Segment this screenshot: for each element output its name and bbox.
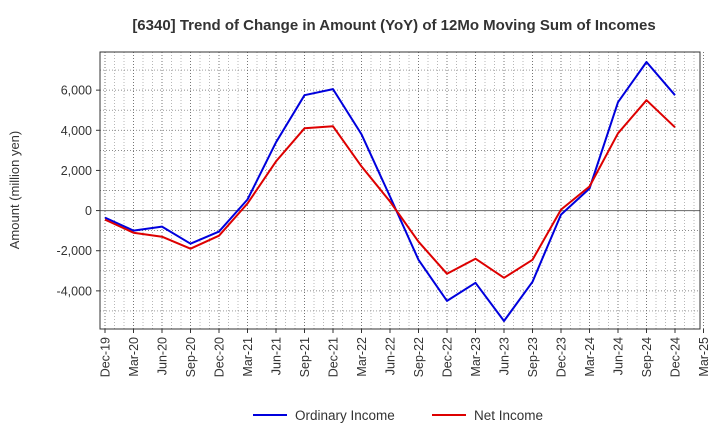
y-tick-label: 0 [85, 204, 92, 218]
x-tick-label: Dec-21 [327, 337, 341, 377]
x-tick-label: Dec-22 [441, 337, 455, 377]
legend-label: Net Income [474, 408, 543, 423]
y-tick-label: 2,000 [61, 164, 92, 178]
legend-label: Ordinary Income [295, 408, 395, 423]
x-tick-label: Mar-25 [697, 337, 711, 377]
series-line-ordinary-income [104, 61, 676, 322]
y-tick-label: 6,000 [61, 84, 92, 98]
x-tick-label: Jun-20 [156, 337, 170, 375]
x-tick-label: Jun-21 [270, 337, 284, 375]
plot-frame [99, 51, 701, 330]
y-axis-label: Amount (million yen) [7, 131, 22, 250]
x-tick-label: Dec-24 [669, 337, 683, 377]
x-tick-label: Sep-20 [184, 337, 198, 377]
x-tick-label: Jun-22 [384, 337, 398, 375]
x-tick-label: Jun-24 [612, 337, 626, 375]
x-tick-label: Mar-24 [583, 337, 597, 377]
x-axis-ticks: Dec-19 Mar-20 Jun-20 Sep-20 Dec-20 Mar-21 Jun-… [99, 329, 711, 377]
series-lines [104, 61, 676, 322]
x-tick-label: Mar-23 [469, 337, 483, 377]
x-tick-label: Mar-20 [127, 337, 141, 377]
y-tick-label: 4,000 [61, 124, 92, 138]
x-tick-label: Sep-21 [298, 337, 312, 377]
x-tick-label: Dec-20 [213, 337, 227, 377]
legend: Ordinary Income Net Income [253, 408, 543, 423]
x-tick-label: Mar-22 [355, 337, 369, 377]
y-axis-ticks: 6,000 4,000 2,000 0 -2,000 -4,000 [57, 84, 100, 298]
x-tick-label: Jun-23 [498, 337, 512, 375]
x-tick-label: Dec-23 [555, 337, 569, 377]
series-line-net-income [104, 99, 676, 279]
x-tick-label: Sep-23 [526, 337, 540, 377]
x-tick-label: Dec-19 [99, 337, 113, 377]
x-tick-label: Sep-24 [640, 337, 654, 377]
y-tick-label: -2,000 [57, 244, 92, 258]
grid [100, 52, 704, 329]
chart-title: [6340] Trend of Change in Amount (YoY) o… [132, 17, 655, 34]
x-tick-label: Mar-21 [241, 337, 255, 377]
y-tick-label: -4,000 [57, 284, 92, 298]
x-tick-label: Sep-22 [412, 337, 426, 377]
